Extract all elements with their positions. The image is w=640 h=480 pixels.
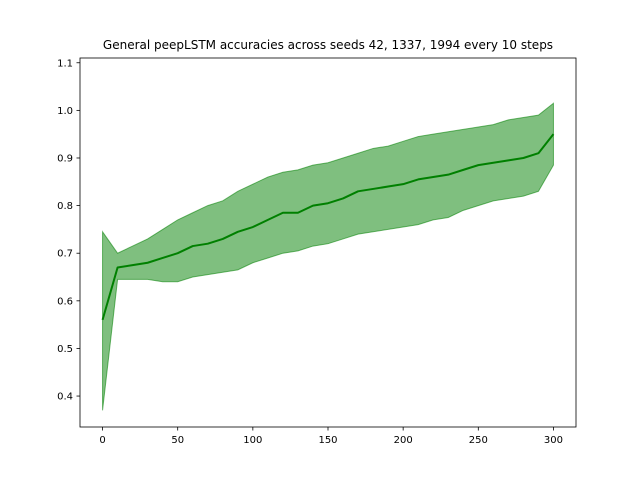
x-tick-label: 250: [469, 435, 488, 446]
std-band: [102, 102, 554, 411]
x-tick-label: 0: [99, 435, 105, 446]
x-tick-label: 100: [243, 435, 262, 446]
x-tick-label: 150: [318, 435, 337, 446]
chart-title: General peepLSTM accuracies across seeds…: [103, 38, 553, 52]
x-tick-label: 300: [544, 435, 563, 446]
axes-frame: [79, 57, 577, 428]
y-tick-label: 1.0: [57, 106, 73, 117]
plot-area: [101, 102, 555, 411]
mean-line: [101, 133, 555, 321]
y-tick-label: 0.4: [57, 392, 73, 403]
line-layer: [101, 133, 555, 321]
x-tick-label: 50: [171, 435, 184, 446]
band-layer: [102, 102, 554, 411]
y-tick-label: 0.7: [57, 249, 73, 260]
x-axis: 0 50 100 150 200 250 300: [99, 427, 563, 446]
y-axis: 0.4 0.5 0.6 0.7 0.8 0.9 1.0 1.1: [57, 58, 80, 403]
y-tick-label: 0.6: [57, 296, 73, 307]
y-tick-label: 0.5: [57, 344, 73, 355]
y-tick-label: 0.8: [57, 201, 73, 212]
x-tick-label: 200: [394, 435, 413, 446]
y-tick-label: 1.1: [57, 58, 73, 69]
y-tick-label: 0.9: [57, 153, 73, 164]
